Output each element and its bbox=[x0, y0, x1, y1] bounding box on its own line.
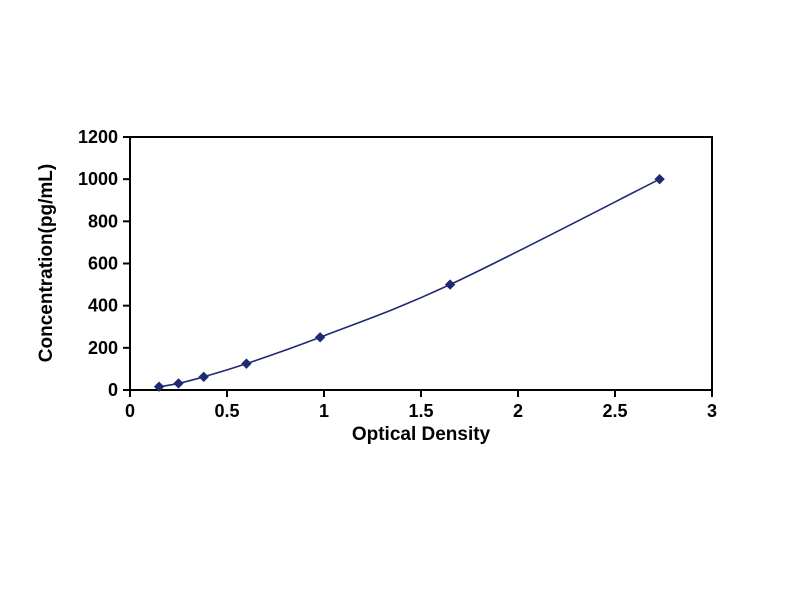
x-tick-label: 0 bbox=[125, 401, 135, 421]
y-tick-label: 1200 bbox=[78, 127, 118, 147]
x-tick-label: 1.5 bbox=[408, 401, 433, 421]
x-tick-label: 1 bbox=[319, 401, 329, 421]
x-tick-label: 2.5 bbox=[602, 401, 627, 421]
y-tick-label: 800 bbox=[88, 211, 118, 231]
y-axis-label: Concentration(pg/mL) bbox=[36, 163, 57, 363]
data-point-marker bbox=[654, 173, 665, 185]
data-point-marker bbox=[153, 381, 165, 392]
y-tick-label: 400 bbox=[88, 296, 118, 316]
data-point-marker bbox=[314, 332, 326, 343]
y-tick-label: 200 bbox=[88, 338, 118, 358]
data-point-marker bbox=[173, 378, 184, 389]
y-tick-label: 0 bbox=[108, 380, 118, 400]
y-tick-label: 600 bbox=[88, 254, 118, 274]
x-tick-label: 2 bbox=[513, 401, 523, 421]
y-tick-label: 1000 bbox=[78, 169, 118, 189]
plot-border bbox=[129, 136, 713, 391]
data-point-marker bbox=[444, 279, 456, 290]
data-point-marker bbox=[198, 371, 209, 383]
data-point-marker bbox=[241, 358, 252, 369]
series-line bbox=[158, 178, 660, 388]
x-axis-label: Optical Density bbox=[351, 424, 491, 445]
x-tick-label: 3 bbox=[707, 401, 717, 421]
x-tick-label: 0.5 bbox=[214, 401, 239, 421]
